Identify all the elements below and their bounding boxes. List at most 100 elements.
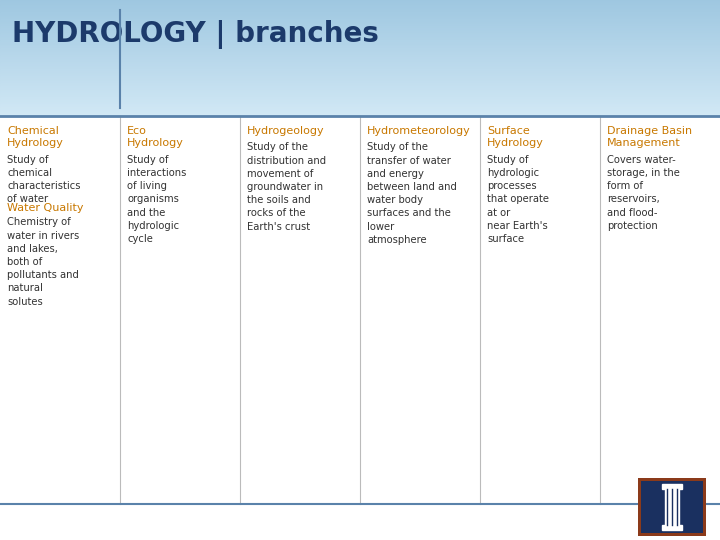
- Bar: [0, 44, 720, 45]
- Bar: [0, 29, 720, 30]
- Bar: [0, 60, 720, 62]
- Bar: [0, 10, 720, 11]
- Bar: [0, 62, 720, 64]
- Bar: [0, 93, 720, 95]
- Bar: [0, 48, 720, 50]
- Bar: [0, 84, 720, 86]
- Bar: [0, 52, 720, 53]
- Text: Hydrometeorology: Hydrometeorology: [367, 126, 471, 136]
- Bar: [0, 0, 720, 1]
- Text: HYDROLOGY | branches: HYDROLOGY | branches: [12, 20, 379, 49]
- Bar: [0, 116, 720, 540]
- Bar: [0, 91, 720, 93]
- Text: Hydrogeology: Hydrogeology: [247, 126, 325, 136]
- Text: Chemistry of
water in rivers
and lakes,
both of
pollutants and
natural
solutes: Chemistry of water in rivers and lakes, …: [7, 218, 79, 307]
- Bar: [670, 489, 674, 525]
- Bar: [0, 4, 720, 6]
- Bar: [0, 64, 720, 66]
- Text: Study of
hydrologic
processes
that operate
at or
near Earth's
surface: Study of hydrologic processes that opera…: [487, 155, 549, 244]
- Bar: [0, 66, 720, 68]
- Bar: [0, 56, 720, 58]
- Bar: [0, 99, 720, 101]
- Bar: [0, 2, 720, 3]
- Bar: [0, 41, 720, 43]
- Bar: [0, 9, 720, 10]
- Bar: [0, 70, 720, 72]
- Text: Chemical
Hydrology: Chemical Hydrology: [7, 126, 64, 148]
- Bar: [0, 74, 720, 76]
- Bar: [0, 114, 720, 116]
- Bar: [0, 77, 720, 79]
- Bar: [0, 76, 720, 78]
- Bar: [0, 49, 720, 51]
- Bar: [0, 35, 720, 36]
- Text: Eco
Hydrology: Eco Hydrology: [127, 126, 184, 148]
- Bar: [0, 32, 720, 33]
- Bar: [0, 82, 720, 84]
- Bar: [0, 104, 720, 105]
- Bar: [0, 19, 720, 21]
- Bar: [0, 53, 720, 55]
- Bar: [0, 31, 720, 32]
- Bar: [0, 57, 720, 59]
- Bar: [0, 98, 720, 100]
- Bar: [0, 86, 720, 88]
- Bar: [0, 12, 720, 14]
- Bar: [0, 61, 720, 63]
- Bar: [0, 16, 720, 17]
- Bar: [0, 22, 720, 23]
- Bar: [0, 94, 720, 96]
- Bar: [0, 72, 720, 74]
- Bar: [662, 525, 682, 530]
- Bar: [0, 113, 720, 115]
- Bar: [0, 26, 720, 28]
- Text: Study of the
distribution and
movement of
groundwater in
the soils and
rocks of : Study of the distribution and movement o…: [247, 143, 326, 232]
- Bar: [0, 97, 720, 99]
- Bar: [0, 78, 720, 80]
- Bar: [0, 111, 720, 112]
- Bar: [0, 83, 720, 85]
- Bar: [638, 478, 706, 536]
- Bar: [0, 67, 720, 69]
- Bar: [0, 75, 720, 77]
- Bar: [0, 5, 720, 7]
- Text: Study of
chemical
characteristics
of water: Study of chemical characteristics of wat…: [7, 155, 81, 205]
- Bar: [0, 96, 720, 97]
- Text: Study of
interactions
of living
organisms
and the
hydrologic
cycle: Study of interactions of living organism…: [127, 155, 186, 244]
- Bar: [0, 109, 720, 110]
- Bar: [0, 39, 720, 40]
- Bar: [0, 17, 720, 18]
- Bar: [0, 11, 720, 13]
- Bar: [0, 30, 720, 31]
- Bar: [0, 18, 720, 20]
- Bar: [0, 63, 720, 65]
- Bar: [662, 484, 682, 489]
- Bar: [0, 36, 720, 37]
- Bar: [0, 43, 720, 44]
- Bar: [0, 110, 720, 111]
- Text: Water Quality: Water Quality: [7, 203, 84, 213]
- Bar: [0, 6, 720, 8]
- Bar: [0, 45, 720, 46]
- Bar: [0, 105, 720, 107]
- Bar: [0, 90, 720, 92]
- Bar: [0, 28, 720, 29]
- Bar: [665, 489, 669, 525]
- Bar: [0, 14, 720, 15]
- Bar: [0, 100, 720, 102]
- Text: Drainage Basin
Management: Drainage Basin Management: [607, 126, 692, 148]
- Bar: [641, 481, 703, 533]
- Bar: [0, 79, 720, 81]
- Bar: [0, 23, 720, 24]
- Bar: [0, 40, 720, 42]
- Text: Covers water-
storage, in the
form of
reservoirs,
and flood-
protection: Covers water- storage, in the form of re…: [607, 155, 680, 231]
- Bar: [0, 1, 720, 2]
- Bar: [0, 25, 720, 26]
- Bar: [0, 71, 720, 73]
- Bar: [0, 3, 720, 5]
- Bar: [0, 102, 720, 103]
- Bar: [0, 103, 720, 104]
- Bar: [0, 59, 720, 60]
- Bar: [0, 46, 720, 48]
- Bar: [0, 87, 720, 89]
